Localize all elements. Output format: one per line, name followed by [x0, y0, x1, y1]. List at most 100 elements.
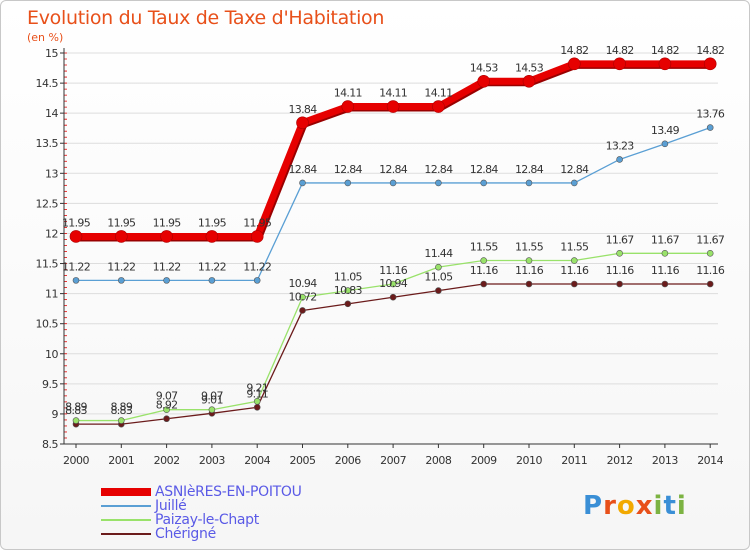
data-label: 9.21: [246, 381, 268, 394]
data-label: 14.82: [560, 44, 588, 57]
data-label: 9.01: [201, 393, 223, 406]
data-point: [253, 397, 261, 405]
data-point: [435, 179, 442, 187]
data-label: 11.55: [470, 241, 499, 254]
data-point: [341, 100, 355, 113]
data-label: 12.84: [560, 163, 589, 176]
data-label: 11.67: [651, 233, 680, 246]
y-tick-label: 9.5: [42, 378, 58, 391]
logo-letter: t: [663, 491, 677, 521]
logo-letter: x: [635, 491, 654, 521]
data-label: 11.55: [515, 241, 544, 254]
data-point: [567, 57, 581, 71]
data-point: [69, 230, 83, 243]
x-tick-label: 2000: [63, 454, 89, 467]
y-tick-label: 14.5: [36, 77, 59, 90]
data-point: [525, 280, 533, 288]
data-label: 11.16: [606, 264, 635, 277]
data-label: 13.49: [651, 124, 680, 137]
data-label: 14.11: [424, 87, 452, 100]
y-tick-label: 13: [45, 167, 58, 180]
logo-letter: i: [653, 491, 664, 521]
data-point: [661, 250, 669, 257]
data-label: 12.84: [515, 163, 544, 176]
data-label: 8.89: [65, 401, 87, 414]
data-point: [344, 300, 352, 308]
data-label: 12.84: [334, 163, 363, 176]
data-point: [299, 179, 306, 187]
data-label: 11.95: [243, 216, 272, 229]
data-label: 11.05: [334, 271, 363, 284]
proxiti-logo: Proxiti: [583, 491, 687, 521]
data-label: 14.82: [696, 44, 724, 57]
data-point: [480, 179, 488, 187]
data-label: 11.22: [198, 260, 226, 273]
x-tick-label: 2001: [108, 454, 134, 467]
data-point: [570, 257, 578, 264]
logo-letter: P: [583, 491, 604, 521]
data-label: 11.22: [62, 260, 90, 273]
data-label: 8.92: [156, 399, 178, 412]
data-label: 11.16: [651, 264, 680, 277]
legend-label: Chérigné: [155, 526, 216, 542]
data-label: 9.07: [201, 390, 223, 403]
data-label: 11.22: [153, 260, 181, 273]
data-point: [570, 280, 578, 288]
y-tick-label: 12.5: [36, 197, 59, 210]
data-label: 14.53: [470, 61, 499, 74]
data-label: 13.23: [606, 139, 635, 152]
data-label: 12.84: [379, 163, 408, 176]
data-point: [706, 250, 714, 257]
x-tick-label: 2014: [697, 454, 723, 467]
data-point: [658, 57, 672, 71]
data-label: 11.95: [107, 216, 136, 229]
data-point: [432, 100, 445, 113]
data-label: 10.94: [289, 277, 318, 290]
data-point: [163, 277, 170, 284]
y-tick-label: 11: [45, 288, 58, 301]
data-label: 10.94: [379, 277, 408, 290]
y-tick-label: 11.5: [36, 258, 59, 271]
legend-label: ASNIèRES-EN-POITOU: [155, 484, 302, 500]
x-tick-label: 2004: [244, 454, 270, 467]
x-tick-label: 2006: [335, 454, 361, 467]
data-point: [160, 230, 173, 243]
y-tick-label: 12: [45, 227, 58, 240]
data-point: [115, 230, 128, 243]
data-point: [250, 230, 264, 243]
data-point: [296, 116, 309, 130]
data-point: [118, 417, 125, 424]
data-label: 11.95: [198, 216, 227, 229]
data-point: [525, 257, 533, 264]
data-label: 11.16: [560, 264, 589, 277]
data-point: [477, 74, 491, 88]
data-point: [299, 307, 306, 314]
data-label: 11.95: [153, 216, 182, 229]
x-tick-label: 2005: [290, 454, 316, 467]
data-point: [389, 280, 397, 288]
data-label: 8.89: [110, 401, 132, 414]
data-point: [480, 280, 488, 288]
data-label: 13.84: [289, 103, 318, 116]
legend-label: Juillé: [155, 498, 187, 514]
x-tick-label: 2003: [199, 454, 225, 467]
legend-swatch: [101, 488, 151, 496]
data-label: 11.16: [470, 264, 499, 277]
data-point: [706, 280, 714, 288]
data-label: 14.53: [515, 61, 544, 74]
data-point: [616, 156, 623, 163]
data-point: [208, 406, 216, 414]
data-label: 11.67: [606, 233, 635, 246]
data-label: 12.84: [289, 163, 318, 176]
x-tick-label: 2002: [154, 454, 180, 467]
data-point: [616, 280, 623, 288]
chart-subtitle: (en %): [27, 31, 64, 44]
y-tick-label: 10.5: [36, 318, 59, 331]
y-tick-label: 15: [45, 47, 58, 60]
data-point: [344, 287, 352, 294]
data-label: 11.16: [696, 264, 725, 277]
legend-swatch: [101, 519, 151, 521]
data-label: 12.84: [470, 163, 499, 176]
data-point: [661, 280, 669, 288]
